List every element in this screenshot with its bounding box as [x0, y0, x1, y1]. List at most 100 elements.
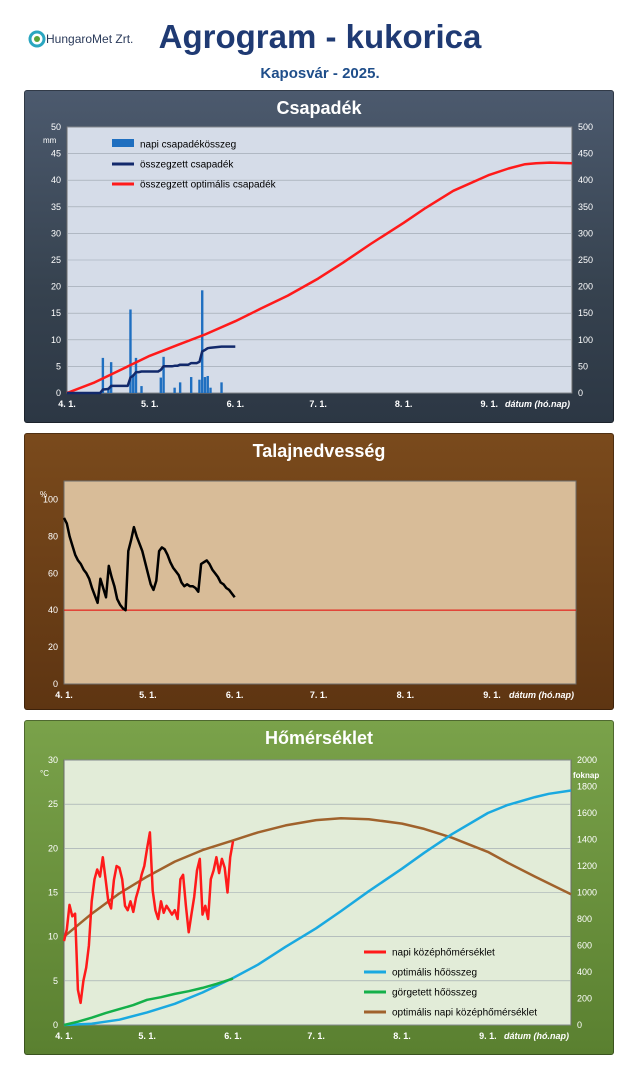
- page-title: Agrogram - kukorica: [158, 18, 482, 55]
- precipitation-chart-title: Csapadék: [276, 98, 362, 118]
- y-left-tick-label: 0: [53, 1020, 58, 1030]
- x-tick-label: 5. 1.: [139, 690, 157, 700]
- logo-text: HungaroMet Zrt.: [46, 32, 134, 46]
- y-right-tick-label: 450: [578, 149, 593, 159]
- y-left-tick-label: 5: [53, 976, 58, 986]
- optimal-daily-mean-temperature-line: [63, 817, 572, 938]
- y-left-tick-label: 15: [51, 308, 61, 318]
- y-left-axis-label: °C: [40, 769, 49, 778]
- x-tick-label: 4. 1.: [55, 1031, 73, 1041]
- y-right-tick-label: 150: [578, 308, 593, 318]
- precipitation-bar: [220, 382, 223, 393]
- y-right-tick-label: 600: [577, 941, 592, 951]
- legend-label: összegzett csapadék: [140, 160, 234, 171]
- y-right-tick-label: 1800: [577, 782, 597, 792]
- precipitation-bar: [201, 290, 204, 393]
- x-tick-label: 9. 1.: [479, 1031, 497, 1041]
- precipitation-bar: [198, 379, 201, 393]
- y-left-tick-label: 80: [48, 531, 58, 541]
- y-right-tick-label: 350: [578, 202, 593, 212]
- temperature-chart: 0 5 10 15 20 25 30 0 200 400 600 800 1000 1200 1400 160…: [40, 755, 599, 1041]
- x-axis-label: dátum (hó.nap): [505, 399, 570, 409]
- soil-moisture-chart: 0 20 40 60 80 100% 4. 1. 5. 1. 6. 1. 7. 1. 8. 1. 9.…: [40, 480, 577, 700]
- y-left-axis-label: mm: [43, 136, 57, 145]
- y-left-tick-label: 45: [51, 149, 61, 159]
- precipitation-chart: 0510152025303540455005010015020025030035…: [43, 122, 593, 409]
- precipitation-bar: [140, 386, 143, 393]
- precipitation-bar: [134, 357, 138, 393]
- plot-area: [63, 480, 577, 685]
- cumulative-precipitation-line: [67, 345, 236, 395]
- x-axis-label: dátum (hó.nap): [504, 1031, 569, 1041]
- y-left-tick-label: 25: [48, 799, 58, 809]
- precipitation-bar: [173, 387, 176, 393]
- x-tick-label: 7. 1.: [307, 1031, 325, 1041]
- optimal-cumulative-precipitation-line: [66, 161, 573, 395]
- y-right-tick-label: 0: [577, 1020, 582, 1030]
- soil-moisture-line: [62, 517, 236, 612]
- y-right-tick-label: 1600: [577, 808, 597, 818]
- precipitation-bar: [159, 377, 163, 393]
- y-left-tick-label: 30: [48, 755, 58, 765]
- precipitation-panel: Csapadék 0 5 10 15 20 25 30 35 40 45 50 0 50 100 150 20…: [24, 90, 614, 423]
- y-left-tick-label: 20: [48, 642, 58, 652]
- y-right-tick-label: 400: [578, 175, 593, 185]
- y-right-tick-label: 800: [577, 914, 592, 924]
- y-right-tick-label: 100: [578, 335, 593, 345]
- y-right-tick-label: 50: [578, 361, 588, 371]
- y-left-tick-label: 10: [51, 335, 61, 345]
- y-left-tick-label: 35: [51, 202, 61, 212]
- y-left-tick-label: 40: [51, 175, 61, 185]
- y-right-tick-label: 1200: [577, 861, 597, 871]
- legend-swatch: [112, 139, 134, 147]
- precipitation-bar: [101, 357, 105, 393]
- y-left-tick-label: 15: [48, 888, 58, 898]
- x-tick-label: 4. 1.: [55, 690, 73, 700]
- y-right-tick-label: 400: [577, 967, 592, 977]
- y-left-tick-label: 50: [51, 122, 61, 132]
- y-left-tick-label: 20: [48, 843, 58, 853]
- rolling-heat-sum-line: [63, 977, 234, 1027]
- x-tick-label: 6. 1.: [226, 690, 244, 700]
- logo: HungaroMet Zrt.: [28, 30, 133, 48]
- y-left-tick-label: 0: [53, 679, 58, 689]
- precipitation-bar: [209, 387, 212, 393]
- precipitation-bar: [129, 309, 132, 393]
- legend-label: napi csapadékösszeg: [140, 140, 236, 151]
- x-tick-label: 6. 1.: [227, 399, 245, 409]
- legend-label: napi középhőmérséklet: [392, 948, 495, 959]
- y-right-tick-label: 1400: [577, 835, 597, 845]
- legend-label: optimális napi középhőmérséklet: [392, 1008, 537, 1019]
- x-tick-label: 7. 1.: [309, 399, 327, 409]
- precipitation-bar: [162, 356, 165, 393]
- daily-mean-temperature-line: [62, 831, 235, 1005]
- legend-label: összegzett optimális csapadék: [140, 180, 277, 191]
- precipitation-bar: [132, 374, 135, 393]
- precipitation-bar: [203, 377, 207, 393]
- legend-label: optimális hőösszeg: [392, 968, 477, 979]
- y-left-tick-label: 40: [48, 605, 58, 615]
- x-tick-label: 6. 1.: [224, 1031, 242, 1041]
- y-left-tick-label: 5: [56, 361, 61, 371]
- y-left-tick-label: 25: [51, 255, 61, 265]
- y-right-tick-label: 500: [578, 122, 593, 132]
- temperature-chart-title: Hőmérséklet: [264, 728, 374, 748]
- hungaromet-logo-icon: [28, 30, 46, 48]
- y-right-tick-label: 1000: [577, 888, 597, 898]
- y-left-tick-label: 20: [51, 282, 61, 292]
- y-right-axis-label: foknap: [573, 771, 599, 780]
- x-tick-label: 8. 1.: [397, 690, 415, 700]
- y-left-tick-label: 30: [51, 228, 61, 238]
- x-tick-label: 9. 1.: [483, 690, 501, 700]
- y-right-tick-label: 300: [578, 228, 593, 238]
- y-left-tick-label: 10: [48, 932, 58, 942]
- y-right-tick-label: 200: [578, 282, 593, 292]
- y-left-axis-label: %: [40, 490, 47, 499]
- y-left-tick-label: 0: [56, 388, 61, 398]
- x-tick-label: 8. 1.: [393, 1031, 411, 1041]
- precipitation-bar: [178, 382, 182, 393]
- soil-moisture-chart-title: Talajnedvesség: [252, 441, 386, 461]
- legend-label: görgetett hőösszeg: [392, 988, 477, 999]
- optimal-heat-sum-line: [63, 789, 572, 1027]
- y-left-tick-label: 100: [43, 494, 58, 504]
